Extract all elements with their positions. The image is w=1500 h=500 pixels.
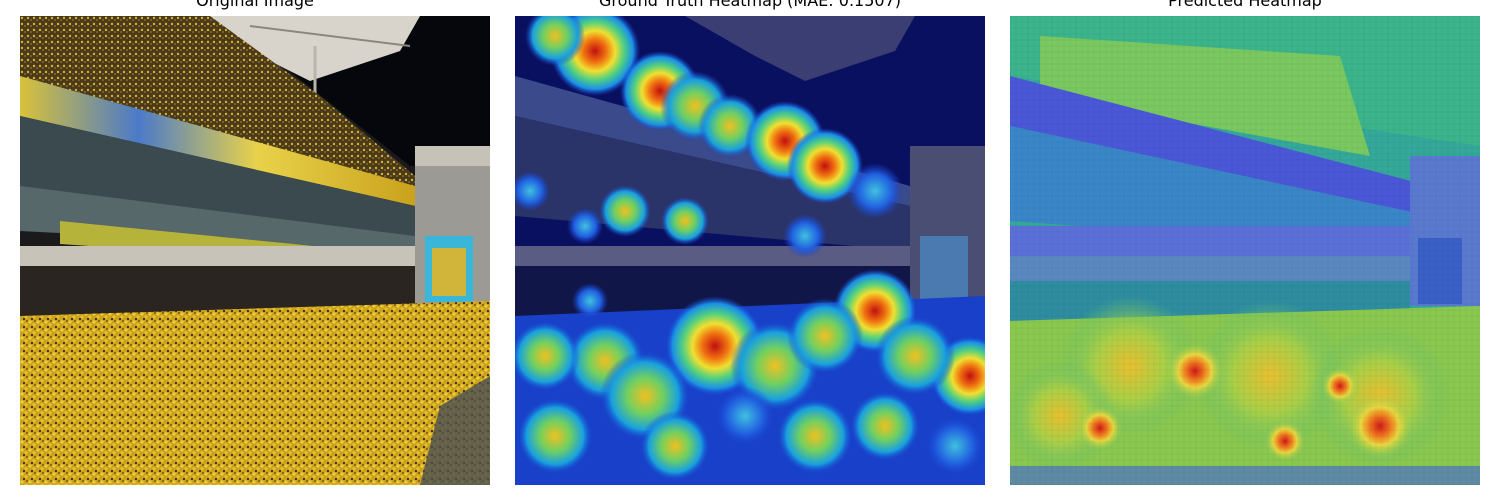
original-image — [20, 16, 490, 485]
panel-title-original: Original Image — [196, 0, 314, 10]
panel-title-ground-truth: Ground Truth Heatmap (MAE: 0.1507) — [599, 0, 901, 10]
stadium-photo — [20, 16, 490, 485]
panel-title-predicted: Predicted Heatmap — [1168, 0, 1322, 10]
predicted-heatmap — [1010, 16, 1480, 485]
panel-ground-truth: Ground Truth Heatmap (MAE: 0.1507) — [515, 0, 985, 500]
predicted-heatmap-image — [1010, 16, 1480, 485]
ground-truth-heatmap — [515, 16, 985, 485]
panel-original: Original Image — [20, 0, 490, 500]
ground-truth-heatmap-image — [515, 16, 985, 485]
panel-predicted: Predicted Heatmap — [1010, 0, 1480, 500]
